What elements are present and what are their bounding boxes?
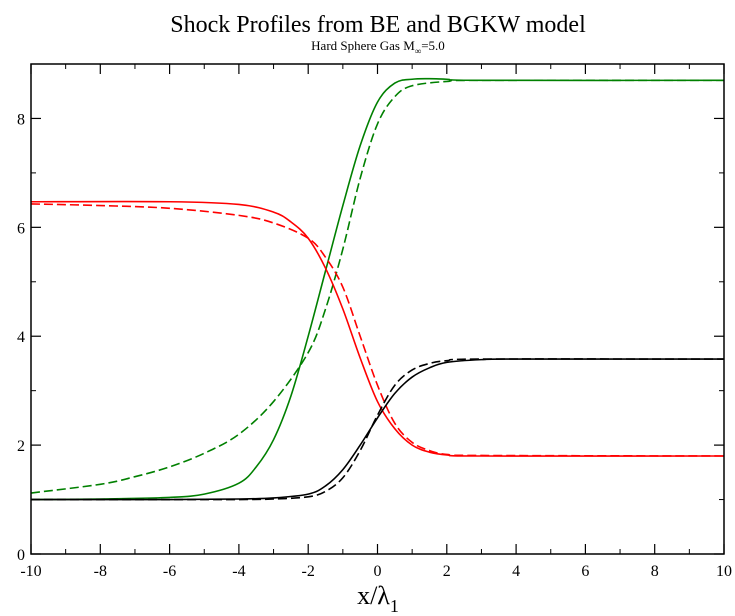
x-tick-label: 10	[716, 563, 732, 580]
y-tick-label: 2	[17, 438, 25, 455]
y-tick-label: 4	[17, 329, 25, 346]
y-tick-label: 6	[17, 220, 25, 237]
series-line-2	[30, 79, 725, 494]
plot-frame	[30, 63, 725, 555]
x-tick-label: -10	[20, 563, 41, 580]
series-line-1	[30, 77, 725, 501]
x-tick-label: -4	[232, 563, 245, 580]
chart-subtitle-suffix: =5.0	[421, 38, 445, 53]
series-line-6	[31, 358, 725, 501]
x-tick-label: -8	[94, 563, 107, 580]
x-tick-label: 0	[374, 563, 382, 580]
chart-subtitle-subscript: ∞	[415, 46, 421, 56]
y-tick-label: 0	[17, 547, 25, 564]
x-axis-label-subscript: 1	[390, 596, 399, 616]
data-series-group	[30, 77, 725, 501]
axis-ticks-group: -10 -8 -6 -4 -2 0 2 4 6 8 10 0 2 4 6 8	[17, 64, 732, 580]
x-axis-label: x/λ1	[357, 581, 399, 616]
chart-subtitle: Hard Sphere Gas M∞=5.0	[311, 38, 445, 56]
chart-subtitle-text: Hard Sphere Gas M	[311, 38, 415, 53]
chart-title: Shock Profiles from BE and BGKW model	[170, 12, 586, 38]
series-line-5	[30, 358, 725, 501]
series-line-4	[30, 203, 725, 457]
x-tick-label: 4	[512, 563, 520, 580]
x-axis-label-text: x/λ	[357, 581, 390, 610]
x-tick-label: 2	[443, 563, 451, 580]
x-tick-label: 6	[581, 563, 589, 580]
x-tick-label: -6	[163, 563, 176, 580]
x-tick-label: -2	[302, 563, 315, 580]
y-tick-label: 8	[17, 111, 25, 128]
x-tick-label: 8	[651, 563, 659, 580]
